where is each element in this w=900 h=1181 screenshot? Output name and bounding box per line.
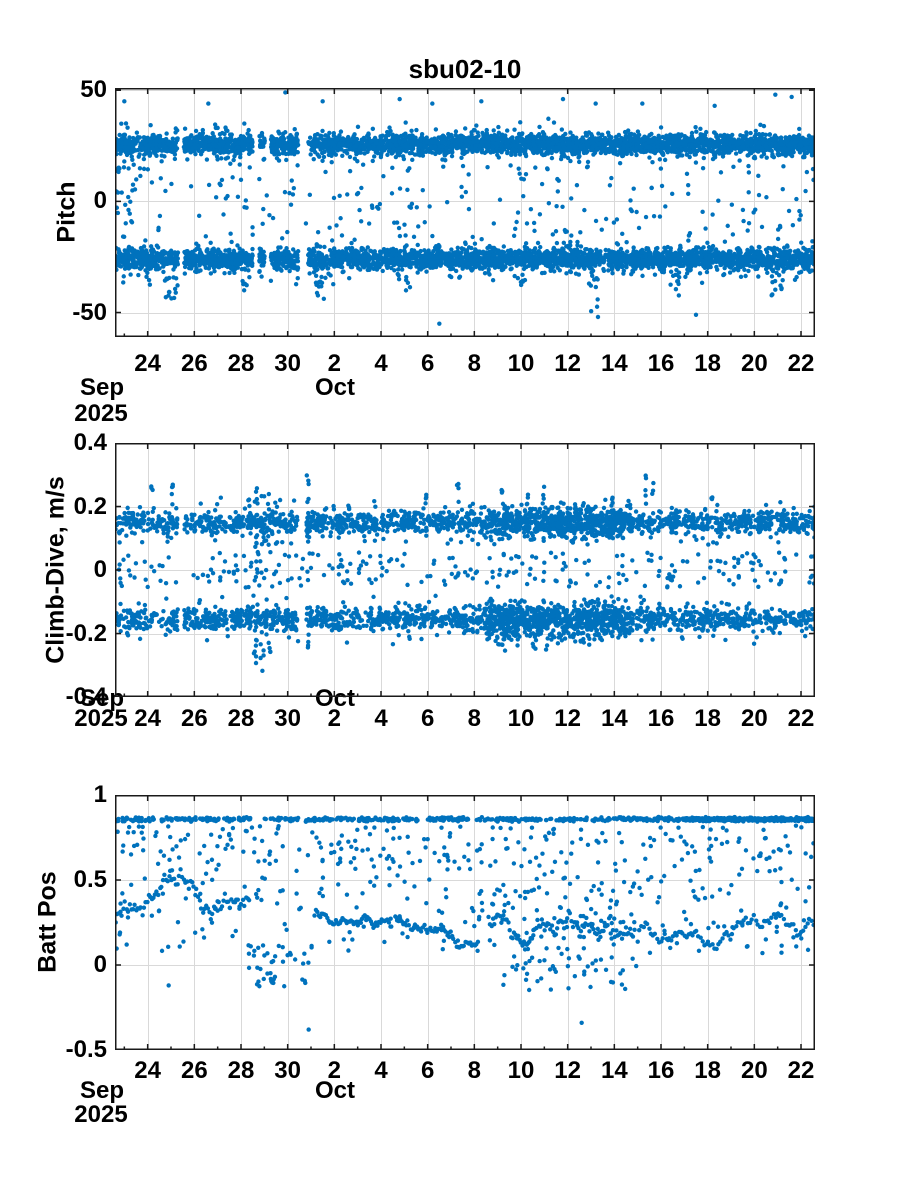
x-tick-label: 22 — [787, 1057, 815, 1084]
x-tick-label: 26 — [180, 350, 208, 377]
pitch-plot-canvas — [115, 88, 815, 337]
x-tick-label: 28 — [227, 350, 255, 377]
x-tick-label: 16 — [647, 705, 675, 732]
x-tick-label: 14 — [600, 350, 628, 377]
x-tick-label: 16 — [647, 1057, 675, 1084]
x-tick-label: 4 — [374, 350, 388, 377]
month-label-oct: Oct — [314, 374, 356, 401]
x-tick-label: 18 — [694, 350, 722, 377]
x-tick-label: 18 — [694, 705, 722, 732]
y-tick-label: -50 — [72, 298, 107, 326]
x-tick-label: 20 — [740, 705, 768, 732]
x-tick-label: 14 — [600, 1057, 628, 1084]
x-tick-label: 12 — [554, 1057, 582, 1084]
y-tick-label: -0.5 — [65, 1036, 107, 1063]
month-label-sep: Sep — [79, 374, 125, 401]
x-tick-label: 10 — [507, 705, 535, 732]
x-tick-label: 2 — [327, 350, 342, 377]
x-tick-label: 6 — [420, 705, 435, 732]
climb-dive-axis-label: Climb-Dive, m/s — [41, 476, 70, 664]
x-tick-label: 10 — [507, 350, 535, 377]
figure-title: sbu02-10 — [408, 54, 522, 84]
y-tick-label: 0.2 — [73, 492, 107, 520]
x-tick-label: 24 — [134, 350, 162, 377]
y-tick-label: 50 — [80, 76, 107, 104]
x-tick-label: 22 — [787, 350, 815, 377]
y-tick-label: 1 — [93, 781, 107, 808]
y-tick-label: 0 — [93, 187, 107, 215]
month-label-sep: Sep — [79, 1077, 125, 1104]
x-tick-label: 10 — [507, 1057, 535, 1084]
x-tick-label: 12 — [554, 705, 582, 732]
x-tick-label: 24 — [134, 1057, 162, 1084]
year-label: 2025 — [74, 400, 128, 427]
batt-pos-axis-label: Batt Pos — [33, 871, 62, 973]
year-label: 2025 — [74, 705, 128, 732]
x-tick-label: 30 — [274, 350, 302, 377]
x-tick-label: 8 — [467, 1057, 482, 1084]
x-tick-label: 6 — [420, 350, 435, 377]
batt-pos-plot-canvas — [115, 795, 815, 1050]
x-tick-label: 30 — [274, 705, 302, 732]
x-tick-label: 8 — [467, 705, 482, 732]
x-tick-label: 6 — [420, 1057, 435, 1084]
x-tick-label: 4 — [374, 705, 388, 732]
y-tick-label: -0.4 — [65, 683, 107, 710]
x-tick-label: 28 — [227, 1057, 255, 1084]
pitch-axis-label: Pitch — [52, 181, 81, 243]
x-tick-label: 8 — [467, 350, 482, 377]
x-tick-label: 14 — [600, 705, 628, 732]
x-tick-label: 16 — [647, 350, 675, 377]
x-tick-label: 28 — [227, 705, 255, 732]
climb-dive-plot-canvas — [115, 443, 815, 697]
x-tick-label: 20 — [740, 1057, 768, 1084]
x-tick-label: 18 — [694, 1057, 722, 1084]
x-tick-label: 4 — [374, 1057, 388, 1084]
x-tick-label: 26 — [180, 1057, 208, 1084]
x-tick-label: 24 — [134, 705, 162, 732]
x-tick-label: 2 — [327, 1057, 342, 1084]
month-label-oct: Oct — [314, 1077, 356, 1104]
y-tick-label: 0.5 — [73, 866, 107, 893]
x-tick-label: 12 — [554, 350, 582, 377]
x-tick-label: 30 — [274, 1057, 302, 1084]
y-tick-label: 0.4 — [73, 429, 107, 456]
y-tick-label: 0 — [93, 951, 107, 978]
x-tick-label: 2 — [327, 705, 342, 732]
year-label: 2025 — [74, 1101, 128, 1128]
y-tick-label: 0 — [93, 556, 107, 583]
y-tick-label: -0.2 — [65, 619, 107, 647]
x-tick-label: 20 — [740, 350, 768, 377]
x-tick-label: 22 — [787, 705, 815, 732]
x-tick-label: 26 — [180, 705, 208, 732]
